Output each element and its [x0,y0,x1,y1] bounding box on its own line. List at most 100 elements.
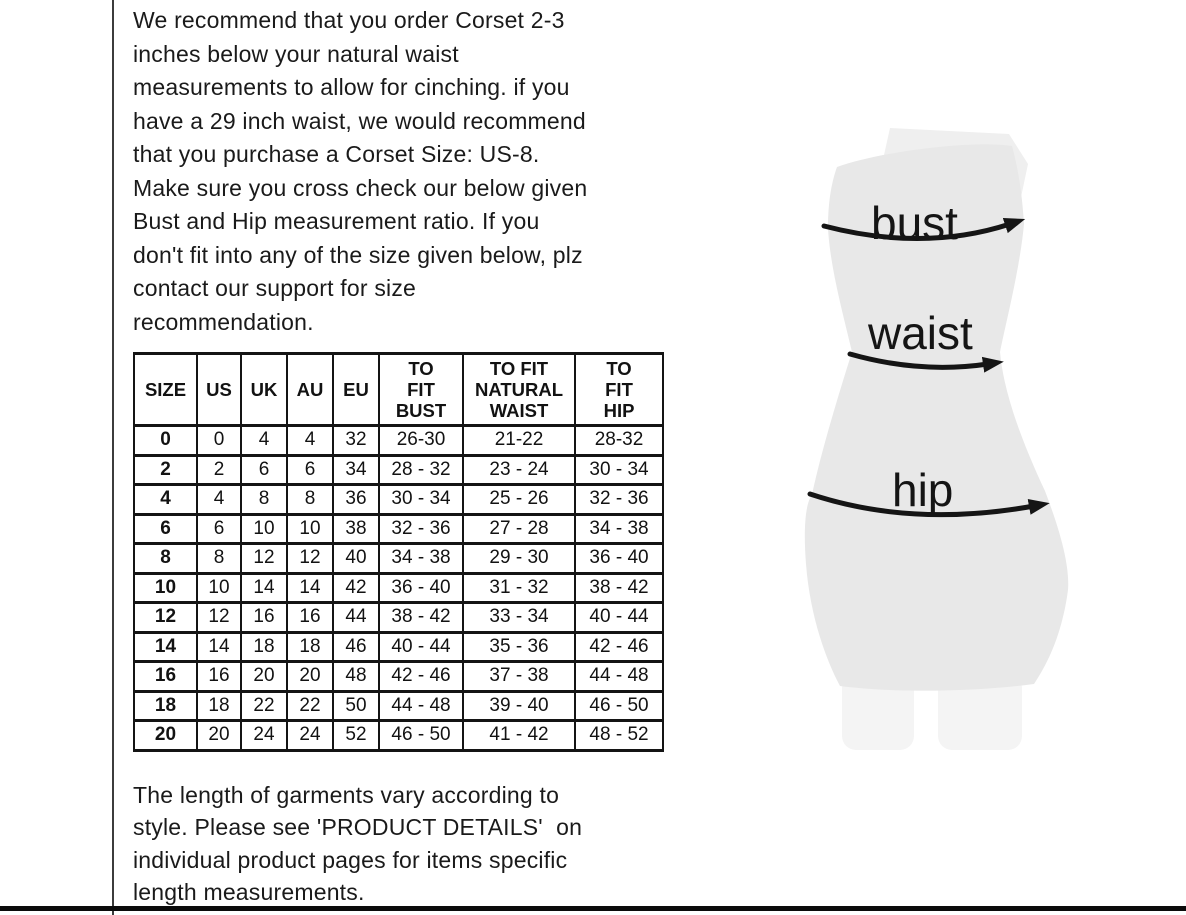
value-cell: 32 - 36 [378,512,464,545]
waist-label: waist [867,307,973,359]
value-cell: 4 [196,483,242,516]
size-cell: 8 [133,542,198,575]
header-cell-au: AU [286,352,334,427]
header-cell-bust: TO FIT BUST [378,352,464,427]
size-cell: 2 [133,453,198,486]
value-cell: 18 [240,630,288,663]
body-figure-svg: bust waist hip [804,128,1069,750]
header-cell-hip: TO FIT HIP [574,352,664,427]
value-cell: 50 [332,689,380,722]
header-cell-size: SIZE [133,352,198,427]
value-cell: 40 - 44 [378,630,464,663]
value-cell: 14 [286,571,334,604]
value-cell: 4 [286,424,334,457]
value-cell: 36 [332,483,380,516]
value-cell: 32 - 36 [574,483,664,516]
value-cell: 6 [196,512,242,545]
value-cell: 42 [332,571,380,604]
value-cell: 16 [286,601,334,634]
size-cell: 4 [133,483,198,516]
value-cell: 33 - 34 [462,601,576,634]
intro-paragraph: We recommend that you order Corset 2-3 i… [133,7,588,335]
size-cell: 14 [133,630,198,663]
value-cell: 44 - 48 [378,689,464,722]
header-cell-natural-waist: TO FIT NATURAL WAIST [462,352,576,427]
value-cell: 48 [332,660,380,693]
size-table-header-row: SIZE US UK AU EU TO FIT BUST TO FIT NATU… [133,352,664,427]
value-cell: 37 - 38 [462,660,576,693]
value-cell: 40 [332,542,380,575]
value-cell: 22 [240,689,288,722]
value-cell: 27 - 28 [462,512,576,545]
value-cell: 18 [196,689,242,722]
size-table: SIZE US UK AU EU TO FIT BUST TO FIT NATU… [133,352,664,752]
value-cell: 38 - 42 [574,571,664,604]
value-cell: 34 - 38 [574,512,664,545]
value-cell: 2 [196,453,242,486]
value-cell: 20 [196,719,242,752]
table-row: 6 6 10 10 38 32 - 36 27 - 28 34 - 38 [133,512,664,545]
value-cell: 10 [196,571,242,604]
value-cell: 46 - 50 [574,689,664,722]
table-row: 8 8 12 12 40 34 - 38 29 - 30 36 - 40 [133,542,664,575]
value-cell: 10 [286,512,334,545]
value-cell: 24 [240,719,288,752]
right-leg-shape [938,674,1022,750]
value-cell: 12 [286,542,334,575]
value-cell: 26-30 [378,424,464,457]
value-cell: 34 - 38 [378,542,464,575]
value-cell: 29 - 30 [462,542,576,575]
waist-arrow [847,351,1004,373]
value-cell: 6 [286,453,334,486]
size-cell: 10 [133,571,198,604]
value-cell: 0 [196,424,242,457]
value-cell: 16 [196,660,242,693]
measurement-figure: bust waist hip [762,96,1102,776]
value-cell: 42 - 46 [574,630,664,663]
value-cell: 36 - 40 [574,542,664,575]
footer-paragraph: The length of garments vary according to… [133,782,583,905]
value-cell: 38 [332,512,380,545]
size-cell: 18 [133,689,198,722]
body-silhouette [804,144,1069,691]
table-row: 14 14 18 18 46 40 - 44 35 - 36 42 - 46 [133,630,664,663]
size-cell: 6 [133,512,198,545]
value-cell: 30 - 34 [574,453,664,486]
value-cell: 21-22 [462,424,576,457]
value-cell: 4 [240,424,288,457]
table-row: 2 2 6 6 34 28 - 32 23 - 24 30 - 34 [133,453,664,486]
value-cell: 8 [196,542,242,575]
table-row: 4 4 8 8 36 30 - 34 25 - 26 32 - 36 [133,483,664,516]
left-page-rule [112,0,114,915]
value-cell: 23 - 24 [462,453,576,486]
value-cell: 10 [240,512,288,545]
value-cell: 20 [240,660,288,693]
value-cell: 34 [332,453,380,486]
value-cell: 16 [240,601,288,634]
table-row: 16 16 20 20 48 42 - 46 37 - 38 44 - 48 [133,660,664,693]
value-cell: 12 [240,542,288,575]
value-cell: 46 [332,630,380,663]
value-cell: 39 - 40 [462,689,576,722]
value-cell: 12 [196,601,242,634]
value-cell: 28 - 32 [378,453,464,486]
value-cell: 24 [286,719,334,752]
value-cell: 20 [286,660,334,693]
size-cell: 0 [133,424,198,457]
value-cell: 46 - 50 [378,719,464,752]
value-cell: 35 - 36 [462,630,576,663]
value-cell: 14 [196,630,242,663]
value-cell: 25 - 26 [462,483,576,516]
table-row: 10 10 14 14 42 36 - 40 31 - 32 38 - 42 [133,571,664,604]
value-cell: 6 [240,453,288,486]
table-row: 12 12 16 16 44 38 - 42 33 - 34 40 - 44 [133,601,664,634]
value-cell: 44 - 48 [574,660,664,693]
bust-arrow [821,217,1026,241]
header-cell-us: US [196,352,242,427]
value-cell: 30 - 34 [378,483,464,516]
hip-arrow [807,491,1050,518]
left-leg-shape [842,674,914,750]
value-cell: 48 - 52 [574,719,664,752]
value-cell: 52 [332,719,380,752]
